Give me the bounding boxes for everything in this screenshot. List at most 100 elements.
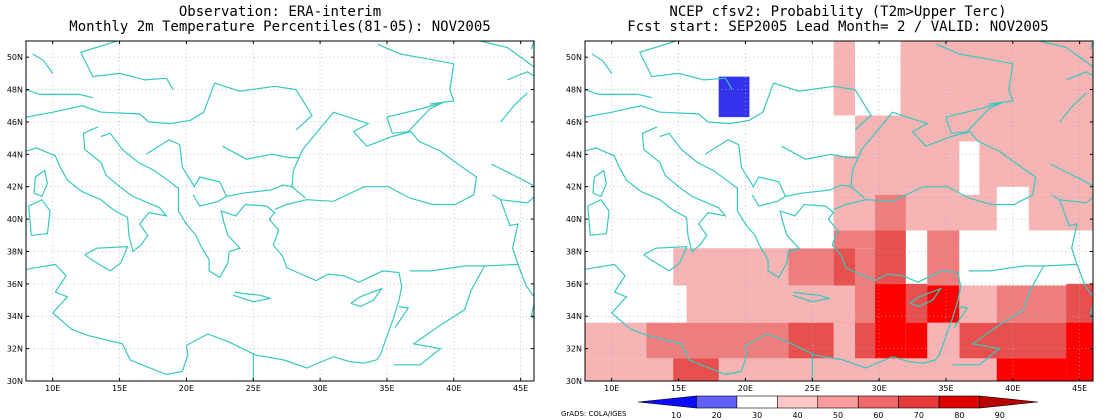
coastline (659, 82, 775, 125)
latitude-label: 42N (566, 183, 582, 192)
probability-cell (833, 248, 856, 286)
coastline (1106, 162, 1120, 259)
coastline (233, 291, 271, 303)
coastline (28, 198, 51, 236)
right-map-content (585, 41, 1120, 381)
coastline (226, 184, 294, 197)
colorbar-segment (898, 395, 940, 409)
longitude-label: 10E (45, 384, 60, 393)
colorbar: 10 20 30 40 50 60 70 80 90 (637, 395, 1039, 420)
coastline (1076, 264, 1093, 320)
coastline (773, 82, 872, 131)
probability-cell (1066, 322, 1093, 381)
coastline (291, 111, 478, 199)
latitude-label: 34N (566, 312, 582, 321)
probability-cell (855, 41, 901, 116)
colorbar-label: 70 (914, 411, 924, 420)
colorbar-segment (736, 395, 778, 409)
probability-cell (833, 322, 856, 359)
longitude-label: 35E (938, 384, 953, 393)
coastline (587, 198, 610, 236)
latitude-label: 34N (7, 312, 23, 321)
latitude-label: 36N (7, 280, 23, 289)
latitude-label: 30N (7, 377, 23, 386)
colorbar-segment (857, 395, 899, 409)
longitude-label: 45E (513, 384, 528, 393)
probability-cell (927, 322, 960, 359)
left-title-line2: Monthly 2m Temperature Percentiles(81-05… (69, 19, 491, 35)
footer-credit: GrADS: COLA/IGES (561, 410, 627, 418)
coastline (100, 132, 276, 279)
coastline (952, 265, 1045, 366)
colorbar-label: 30 (752, 411, 762, 420)
longitude-label: 30E (871, 384, 886, 393)
coastline (659, 132, 835, 279)
colorbar-label: 50 (833, 411, 843, 420)
right-title-line1: NCEP cfsv2: Probability (T2m>Upper Terc) (669, 4, 1007, 20)
probability-cell (875, 283, 906, 359)
latitude-label: 48N (7, 86, 23, 95)
coastline (833, 186, 1034, 210)
coastline (26, 89, 93, 99)
left-title-line1: Observation: ERA-interim (178, 4, 382, 20)
longitude-label: 35E (379, 384, 394, 393)
colorbar-segment (696, 395, 738, 409)
latitude-label: 40N (7, 215, 23, 224)
coastline (394, 305, 410, 328)
coastline (704, 139, 787, 207)
probability-cell (927, 285, 960, 323)
longitude-label: 45E (1072, 384, 1087, 393)
coastline (84, 245, 129, 272)
longitude-label: 25E (805, 384, 820, 393)
probability-cell (585, 322, 647, 359)
probability-cell (673, 248, 765, 286)
longitude-label: 20E (738, 384, 753, 393)
probability-cell (833, 41, 856, 116)
coastline (585, 105, 661, 118)
longitude-label: 10E (604, 384, 619, 393)
probability-cell (749, 230, 834, 249)
coastline (909, 287, 943, 308)
colorbar-segment (938, 395, 980, 409)
longitude-label: 40E (446, 384, 461, 393)
probability-cell (996, 358, 1067, 381)
coastline (1049, 163, 1093, 204)
colorbar-label: 80 (954, 411, 964, 420)
left-map-content (26, 41, 534, 381)
coastline (26, 263, 377, 376)
probability-cell (927, 230, 960, 286)
latitude-label: 38N (7, 247, 23, 256)
coastline (1066, 71, 1093, 81)
coastline (827, 218, 962, 361)
colorbar-segment (817, 395, 859, 409)
latitude-label: 30N (566, 377, 582, 386)
coastline (26, 126, 168, 253)
coastline (585, 89, 652, 99)
longitude-label: 25E (246, 384, 261, 393)
latitude-label: 40N (566, 215, 582, 224)
coastline (393, 265, 486, 366)
coastline (850, 111, 1037, 199)
coastline (638, 41, 733, 90)
coastline (517, 264, 534, 320)
latitude-label: 48N (566, 86, 582, 95)
coastline (592, 169, 608, 198)
coastline (79, 41, 174, 90)
coastline (33, 169, 49, 198)
coastline (222, 145, 301, 160)
coastline (214, 82, 313, 131)
colorbar-label: 20 (712, 411, 722, 420)
coastline (409, 199, 519, 272)
left-map-panel: 10E 15E 20E 25E 30E 35E 40E 45E 30N 32N 34N 36N 38N 4… (7, 40, 535, 393)
colorbar-label: 10 (671, 411, 681, 420)
coastline (100, 82, 216, 125)
coastline (585, 126, 727, 253)
longitude-label: 15E (671, 384, 686, 393)
coastline (268, 218, 403, 361)
coastline (480, 41, 534, 68)
longitude-label: 30E (312, 384, 327, 393)
probability-cell (788, 322, 834, 359)
right-title-line2: Fcst start: SEP2005 Lead Month= 2 / VALI… (627, 19, 1049, 35)
coastline (32, 53, 54, 74)
longitude-label: 20E (179, 384, 194, 393)
